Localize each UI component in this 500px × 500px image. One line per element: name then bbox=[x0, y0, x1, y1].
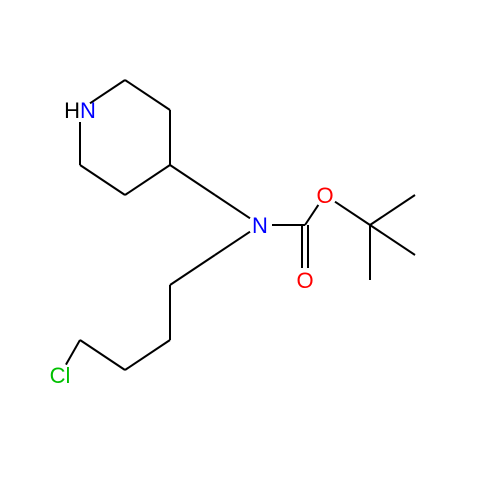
svg-text:O: O bbox=[296, 268, 313, 293]
molecule-diagram: HN N Cl O O bbox=[0, 0, 500, 500]
svg-text:O: O bbox=[316, 183, 333, 208]
svg-text:HN: HN bbox=[64, 98, 96, 123]
svg-text:N: N bbox=[252, 213, 268, 238]
svg-text:Cl: Cl bbox=[50, 363, 71, 388]
